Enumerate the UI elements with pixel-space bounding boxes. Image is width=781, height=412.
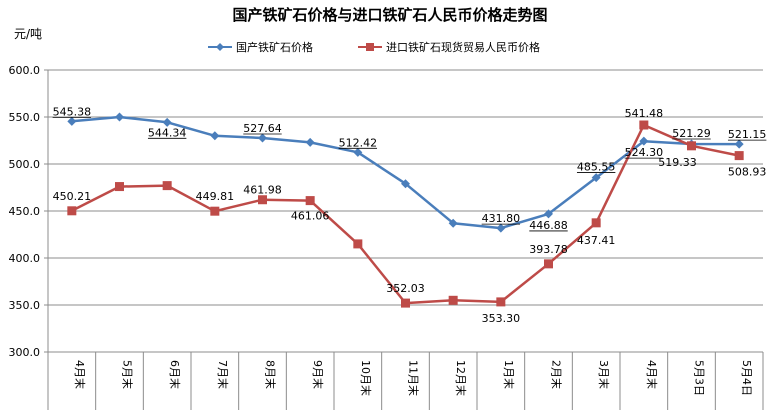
data-label-0-6: 512.42 (339, 136, 378, 149)
y-tick-label: 300.0 (9, 346, 41, 359)
legend-label-domestic: 国产铁矿石价格 (236, 40, 313, 54)
series-0-point (448, 218, 458, 228)
series-0-point (162, 117, 172, 127)
series-1-point (496, 297, 506, 307)
data-label-0-10: 446.88 (529, 219, 568, 232)
data-label-1-4: 461.98 (243, 184, 282, 197)
series-0-point (210, 131, 220, 141)
x-tick-label: 8月末 (264, 360, 278, 389)
series-1-point (353, 239, 363, 249)
x-tick-label: 5月4日 (740, 360, 753, 396)
series-0-point (115, 112, 124, 122)
series-1-point (210, 206, 220, 216)
series-0-point (496, 223, 506, 233)
series-1-point (305, 196, 315, 206)
series-1-point (67, 206, 77, 216)
x-tick-label: 9月末 (311, 360, 325, 389)
series-1-point (544, 259, 553, 269)
data-label-0-2: 544.34 (148, 126, 187, 139)
x-tick-label: 5月末 (121, 360, 135, 389)
y-tick-label: 450.0 (9, 205, 41, 218)
series-0-point (258, 133, 267, 143)
series-1-point (162, 181, 172, 191)
data-label-1-14: 508.93 (728, 166, 767, 179)
x-tick-label: 5月3日 (693, 360, 706, 396)
data-label-0-14: 521.15 (728, 128, 767, 141)
legend-marker-domestic (216, 43, 224, 51)
data-label-1-10: 393.78 (529, 243, 568, 256)
y-tick-label: 550.0 (9, 111, 41, 124)
series-1-point (258, 195, 267, 205)
legend-marker-import (366, 43, 374, 51)
axes (44, 69, 764, 410)
series (67, 112, 744, 308)
data-label-0-4: 527.64 (243, 122, 282, 135)
y-axis-unit-label: 元/吨 (14, 27, 42, 41)
y-tick-label: 400.0 (9, 252, 41, 265)
x-tick-label: 6月末 (168, 360, 182, 389)
series-0-point (544, 209, 553, 219)
data-label-1-11: 437.41 (577, 234, 616, 247)
data-label-0-12: 524.30 (625, 146, 664, 159)
data-label-1-5: 461.06 (291, 210, 330, 223)
series-0-point (401, 179, 410, 189)
data-label-0-0: 545.38 (53, 105, 92, 118)
x-tick-label: 11月末 (407, 360, 421, 396)
x-tick-label: 7月末 (216, 360, 230, 389)
series-0-point (734, 139, 744, 149)
data-label-1-9: 353.30 (482, 312, 521, 325)
series-0-point (639, 136, 649, 146)
data-label-1-3: 449.81 (196, 190, 235, 203)
data-label-1-0: 450.21 (53, 190, 92, 203)
data-label-0-11: 485.55 (577, 161, 616, 174)
data-label-1-13: 519.33 (658, 156, 697, 169)
data-labels: 545.38 544.34 527.64 512.42 431.80 446.88 485.… (53, 105, 767, 325)
series-1-point (115, 182, 124, 192)
x-tick-label: 2月末 (550, 360, 564, 389)
y-tick-label: 350.0 (9, 299, 41, 312)
series-1-point (591, 218, 601, 228)
x-tick-label: 4月末 (73, 360, 87, 389)
x-tick-label: 1月末 (502, 360, 516, 389)
chart-title: 国产铁矿石价格与进口铁矿石人民币价格走势图 (232, 6, 547, 24)
series-0-point (305, 137, 315, 147)
y-tick-label: 500.0 (9, 158, 41, 171)
series-1-point (401, 298, 410, 308)
series-1-point (639, 120, 649, 130)
y-tick-label: 600.0 (9, 64, 41, 77)
x-tick-label: 4月末 (645, 360, 659, 389)
data-label-0-9: 431.80 (482, 212, 521, 225)
data-label-1-12: 541.48 (625, 107, 664, 120)
data-label-0-13: 521.29 (672, 127, 711, 140)
x-tick-label: 3月末 (597, 360, 611, 389)
series-0-point (353, 147, 363, 157)
series-1-point (448, 295, 458, 305)
x-tick-label: 10月末 (359, 360, 373, 396)
y-ticks: 300.0 350.0 400.0 450.0 500.0 550.0 600.0 (9, 64, 41, 359)
series-0-point (591, 173, 601, 183)
legend-label-import: 进口铁矿石现货贸易人民币价格 (386, 40, 540, 54)
x-ticks: 4月末 5月末 6月末 7月末 8月末 9月末 10月末 11月末 12月末 1月末 2月末 3月末 4… (73, 360, 753, 396)
series-1-point (687, 141, 696, 151)
x-tick-label: 12月末 (454, 360, 468, 396)
data-label-1-7: 352.03 (386, 282, 425, 295)
series-0-point (67, 116, 77, 126)
series-1-point (734, 151, 744, 161)
legend: 国产铁矿石价格 进口铁矿石现货贸易人民币价格 (208, 40, 540, 54)
